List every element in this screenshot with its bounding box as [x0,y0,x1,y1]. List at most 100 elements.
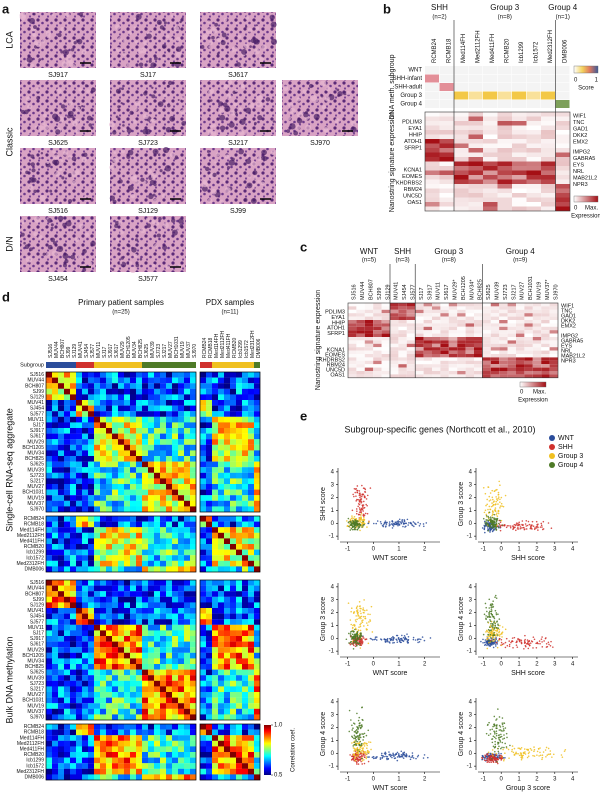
sample-label: MUV39 [494,282,500,300]
row-label: RCMB20 [24,752,45,758]
expression-cell [490,333,500,337]
cell-point [353,525,356,527]
correlation-cell [236,560,243,567]
correlation-cell [100,560,107,567]
nucleus [56,245,64,253]
correlation-cell [184,372,191,378]
expression-cell [512,152,527,157]
correlation-cell [248,630,255,637]
subgroup-cell [555,91,570,100]
correlation-cell [106,585,113,592]
correlation-cell [248,669,255,676]
correlation-cell [236,774,243,781]
cell-point [355,520,358,523]
expression-cell [448,360,458,365]
correlation-cell [200,495,207,501]
cell-point [349,634,352,636]
correlation-cell [76,664,83,670]
sample-label: SJ617 [114,344,120,358]
correlation-cell [236,636,243,642]
correlation-cell [160,724,167,730]
correlation-cell [106,516,113,522]
scatter-points [346,484,428,532]
expression-cell [541,148,556,153]
cell-point [384,526,387,528]
correlation-cell [178,619,185,625]
correlation-cell [200,641,207,648]
correlation-cell [100,516,107,522]
nucleus [68,173,73,178]
correlation-cell [148,555,155,561]
sample-label: SJ99 [66,346,72,358]
correlation-cell [200,708,207,715]
correlation-cell [88,602,95,609]
correlation-cell [200,619,207,625]
correlation-cell [178,416,185,423]
correlation-cell [112,544,119,550]
nucleus [52,159,57,165]
correlation-cell [224,555,231,561]
correlation-cell [224,538,231,545]
expression-cell [398,354,407,358]
correlation-cell [136,729,143,736]
nucleus [169,151,176,158]
nucleus [255,26,260,31]
expression-cell [482,316,491,320]
correlation-cell [136,394,143,401]
cell-point [403,635,406,637]
correlation-cell [190,405,197,412]
correlation-cell [76,444,83,451]
correlation-cell [112,585,119,592]
correlation-cell [142,388,149,395]
correlation-cell [112,461,119,468]
gene-label: EYA1 [408,126,422,132]
correlation-cell [46,544,53,550]
cell-point [350,520,352,523]
correlation-cell [200,478,207,485]
correlation-cell [130,619,137,625]
histology-image [110,148,186,204]
nucleus [253,175,257,179]
correlation-cell [230,708,237,715]
expression-cell [348,333,357,337]
correlation-cell [124,411,131,417]
correlation-cell [242,467,249,473]
correlation-cell [206,729,213,736]
correlation-cell [248,467,255,473]
nucleus [49,268,52,271]
correlation-cell [70,680,77,687]
cell-point [367,522,369,525]
expression-cell [373,374,382,378]
correlation-cell [212,538,219,545]
correlation-cell [200,647,207,653]
correlation-cell [76,555,83,561]
cell-point [351,509,354,512]
expression-cell [439,121,454,126]
correlation-cell [112,372,119,378]
correlation-cell [178,630,185,637]
expression-cell [348,343,357,348]
correlation-cell [124,735,131,741]
correlation-cell [172,456,179,462]
correlation-cell [212,500,219,507]
expression-cell [457,320,466,324]
expression-cell [497,130,512,135]
correlation-cell [124,377,131,384]
cell-point [349,754,351,756]
expression-cell [524,313,533,317]
correlation-cell [148,735,155,741]
correlation-cell [94,416,101,423]
correlation-cell [136,746,143,753]
nucleus [214,161,217,164]
correlation-cell [230,596,237,603]
nucleus [54,115,61,122]
correlation-cell [166,456,173,462]
expression-cell [468,143,483,148]
correlation-cell [76,619,83,625]
expression-cell [432,354,441,358]
correlation-cell [118,516,125,522]
correlation-cell [212,652,219,659]
correlation-cell [200,658,207,665]
expression-cell [432,326,441,331]
